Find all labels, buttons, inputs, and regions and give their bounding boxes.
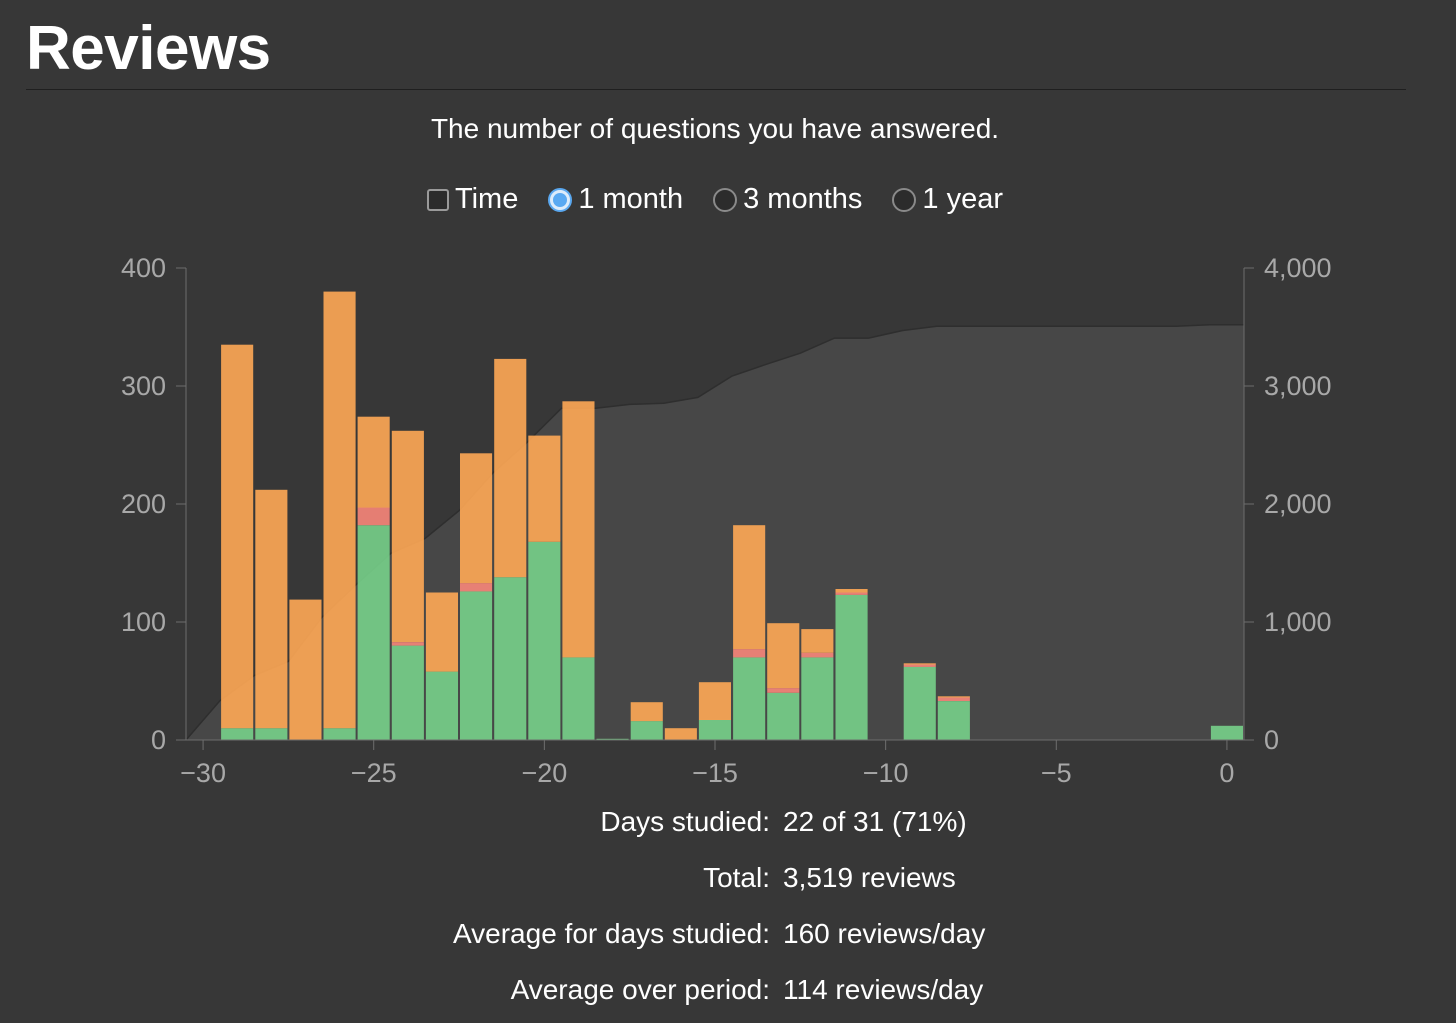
x-tick-label: −5 xyxy=(1041,758,1072,788)
range-controls: Time 1 month 3 months 1 year xyxy=(0,183,1430,216)
bar-relearning xyxy=(903,664,936,667)
bar-learning xyxy=(460,453,493,584)
bar-learning xyxy=(323,291,356,729)
y2-tick-label: 1,000 xyxy=(1264,607,1332,637)
range-option-1-year[interactable]: 1 year xyxy=(892,183,1003,216)
time-toggle[interactable]: Time xyxy=(426,183,519,216)
stat-row-total: Total: 3,519 reviews xyxy=(0,862,1456,902)
y2-tick-label: 2,000 xyxy=(1264,489,1332,519)
bar-learning xyxy=(289,599,322,740)
range-label-1-year: 1 year xyxy=(922,183,1004,215)
bar-learning xyxy=(562,401,595,658)
radio-1-year[interactable] xyxy=(892,187,917,212)
bar-learning xyxy=(835,589,868,593)
bar-mature xyxy=(630,721,663,740)
bar-mature xyxy=(937,701,970,740)
bar-mature xyxy=(801,657,834,740)
bar-learning xyxy=(664,728,697,740)
axes-layer: 0 100 200 300 400 0 1,000 2,000 3,000 4,000 −30 −25… xyxy=(121,253,1332,788)
bar-mature xyxy=(733,657,766,740)
x-tick-label: −10 xyxy=(863,758,909,788)
chart-subtitle: The number of questions you have answere… xyxy=(430,113,1000,144)
bar-learning xyxy=(255,489,288,729)
bar-mature xyxy=(596,738,629,740)
bar-learning xyxy=(221,344,254,729)
y2-tick-label: 4,000 xyxy=(1264,253,1332,283)
bar-learning xyxy=(801,629,834,653)
stat-row-average-days-studied: Average for days studied: 160 reviews/da… xyxy=(0,918,1456,958)
bar-learning xyxy=(698,682,731,720)
bar-learning xyxy=(733,525,766,650)
stat-label: Average over period: xyxy=(510,974,770,1005)
bar-relearning xyxy=(391,642,424,646)
stat-value: 160 reviews/day xyxy=(783,918,986,949)
reviews-chart: 0 100 200 300 400 0 1,000 2,000 3,000 4,000 −30 −25… xyxy=(121,253,1332,788)
y2-tick-label: 3,000 xyxy=(1264,371,1332,401)
bar-mature xyxy=(835,594,868,740)
bar-learning xyxy=(528,435,561,542)
title-divider xyxy=(26,89,1406,90)
range-label-1-month: 1 month xyxy=(578,183,684,215)
bar-learning xyxy=(767,623,800,689)
bar-relearning xyxy=(835,592,868,595)
x-tick-label: −25 xyxy=(351,758,397,788)
x-tick-label: −15 xyxy=(692,758,738,788)
stat-row-average-period: Average over period: 114 reviews/day xyxy=(0,974,1456,1014)
stat-label: Total: xyxy=(703,862,770,893)
bar-mature xyxy=(528,541,561,740)
bar-relearning xyxy=(733,649,766,658)
page-title: Reviews xyxy=(26,14,271,83)
bar-mature xyxy=(767,692,800,740)
range-label-3-months: 3 months xyxy=(743,183,863,215)
bar-mature xyxy=(357,525,390,740)
bar-learning xyxy=(494,358,527,578)
x-tick-label: −30 xyxy=(180,758,226,788)
bar-learning xyxy=(357,416,390,508)
y-tick-label: 400 xyxy=(121,253,166,283)
y-tick-label: 0 xyxy=(151,725,166,755)
bar-relearning xyxy=(767,688,800,693)
bar-relearning xyxy=(357,507,390,526)
bar-learning xyxy=(903,663,936,665)
stat-row-days-studied: Days studied: 22 of 31 (71%) xyxy=(0,806,1456,846)
bar-learning xyxy=(937,696,970,698)
bar-mature xyxy=(221,728,254,740)
stat-label: Average for days studied: xyxy=(452,918,770,949)
stat-value: 114 reviews/day xyxy=(783,974,984,1005)
stat-label: Days studied: xyxy=(600,806,770,837)
bar-relearning xyxy=(460,583,493,592)
x-tick-label: −20 xyxy=(521,758,567,788)
range-option-3-months[interactable]: 3 months xyxy=(713,183,862,216)
time-label: Time xyxy=(454,183,519,215)
time-checkbox[interactable] xyxy=(426,188,449,211)
bar-mature xyxy=(425,671,458,740)
stat-value: 3,519 reviews xyxy=(783,862,956,893)
y2-tick-label: 0 xyxy=(1264,725,1279,755)
x-tick-label: 0 xyxy=(1219,758,1234,788)
bar-relearning xyxy=(801,652,834,658)
bars-layer xyxy=(221,291,1243,740)
y-tick-label: 100 xyxy=(121,607,166,637)
bar-mature xyxy=(460,591,493,740)
bar-learning xyxy=(425,592,458,672)
radio-1-month[interactable] xyxy=(548,187,573,212)
bar-mature xyxy=(391,645,424,740)
radio-3-months[interactable] xyxy=(713,187,738,212)
range-option-1-month[interactable]: 1 month xyxy=(548,183,683,216)
bar-learning xyxy=(391,430,424,642)
bar-mature xyxy=(323,728,356,740)
bar-relearning xyxy=(937,697,970,701)
bar-mature xyxy=(903,666,936,740)
bar-mature xyxy=(255,728,288,740)
bar-mature xyxy=(1210,725,1243,740)
bar-learning xyxy=(630,702,663,722)
y-tick-label: 300 xyxy=(121,371,166,401)
stat-value: 22 of 31 (71%) xyxy=(783,806,967,837)
bar-mature xyxy=(494,577,527,740)
bar-mature xyxy=(562,657,595,740)
bar-mature xyxy=(698,719,731,740)
y-tick-label: 200 xyxy=(121,489,166,519)
